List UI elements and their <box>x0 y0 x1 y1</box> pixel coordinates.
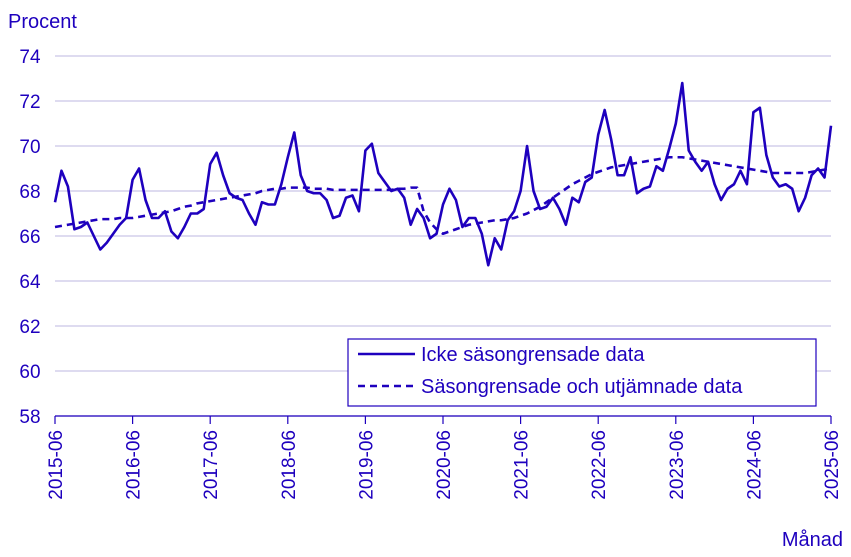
y-tick-label-70: 70 <box>19 137 40 158</box>
x-tick-label-2016-06: 2016-06 <box>124 430 145 500</box>
legend-box <box>347 338 817 407</box>
x-tick-label-2019-06: 2019-06 <box>356 430 377 500</box>
y-tick-label-68: 68 <box>19 182 40 203</box>
x-tick-label-2021-06: 2021-06 <box>512 430 533 500</box>
y-tick-labels: 58 60 62 64 66 68 70 72 74 <box>19 47 41 428</box>
x-tick-labels: 2015-06 2016-06 2017-06 2018-06 2019-06 2020-… <box>46 430 843 500</box>
y-tick-label-60: 60 <box>19 362 40 383</box>
x-tick-label-2022-06: 2022-06 <box>589 430 610 500</box>
legend-label-1: Säsongrensade och utjämnade data <box>421 376 743 398</box>
y-tick-label-74: 74 <box>19 47 41 68</box>
legend-label-0: Icke säsongrensade data <box>421 344 645 366</box>
y-tick-label-64: 64 <box>19 272 41 293</box>
series-line-1 <box>54 155 832 236</box>
x-tick-label-2024-06: 2024-06 <box>744 430 765 500</box>
x-tick-marks <box>54 416 832 424</box>
x-tick-label-2023-06: 2023-06 <box>667 430 688 500</box>
x-tick-label-2025-06: 2025-06 <box>822 430 843 500</box>
x-tick-label-2018-06: 2018-06 <box>279 430 300 500</box>
legend: Icke säsongrensade data Säsongrensade oc… <box>347 338 817 407</box>
x-axis-title: Månad <box>782 529 843 551</box>
y-tick-label-58: 58 <box>19 407 40 428</box>
series-line-0 <box>53 81 833 267</box>
y-tick-label-72: 72 <box>19 92 40 113</box>
x-tick-label-2017-06: 2017-06 <box>201 430 222 500</box>
y-tick-label-62: 62 <box>19 317 40 338</box>
y-tick-label-66: 66 <box>19 227 40 248</box>
series-lines <box>53 81 833 267</box>
y-axis-title: Procent <box>8 11 77 33</box>
x-tick-label-2020-06: 2020-06 <box>434 430 455 500</box>
grid-lines <box>55 55 831 417</box>
x-tick-label-2015-06: 2015-06 <box>46 430 67 500</box>
